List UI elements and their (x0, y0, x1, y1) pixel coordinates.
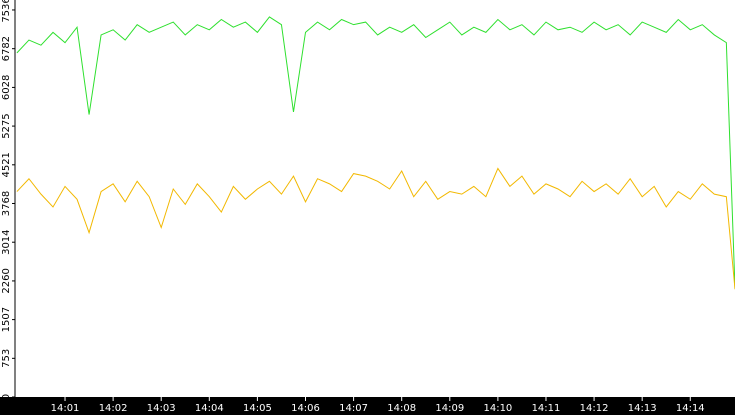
x-tick-label: 14:14 (676, 403, 705, 414)
y-tick-label: 7536 (1, 0, 12, 23)
series-line (16, 16, 735, 290)
y-tick-label: 2260 (1, 268, 12, 293)
x-tick-label: 14:11 (532, 403, 561, 414)
y-tick-label: 4521 (1, 152, 12, 177)
y-tick-label: 3768 (1, 191, 12, 216)
x-tick-label: 14:06 (291, 403, 320, 414)
x-tick-label: 14:03 (147, 403, 176, 414)
x-tick-label: 14:01 (51, 403, 80, 414)
y-tick-label: 1507 (1, 307, 12, 332)
y-tick-label: 6782 (1, 36, 12, 61)
x-tick-label: 14:09 (435, 403, 464, 414)
x-tick-label: 14:02 (99, 403, 128, 414)
y-tick-label: 6028 (1, 75, 12, 100)
x-tick-label: 14:07 (339, 403, 368, 414)
y-tick-label: 3014 (1, 229, 12, 254)
x-axis-bar (0, 397, 735, 415)
y-tick-label: 753 (1, 349, 12, 368)
series-line (16, 167, 735, 290)
x-tick-label: 14:05 (243, 403, 272, 414)
x-tick-label: 14:13 (628, 403, 657, 414)
x-tick-label: 14:10 (483, 403, 512, 414)
x-tick-label: 14:12 (580, 403, 609, 414)
x-tick-label: 14:08 (387, 403, 416, 414)
y-tick-label: 5275 (1, 113, 12, 138)
x-tick-label: 14:04 (195, 403, 224, 414)
y-tick-label: 0 (1, 394, 12, 400)
